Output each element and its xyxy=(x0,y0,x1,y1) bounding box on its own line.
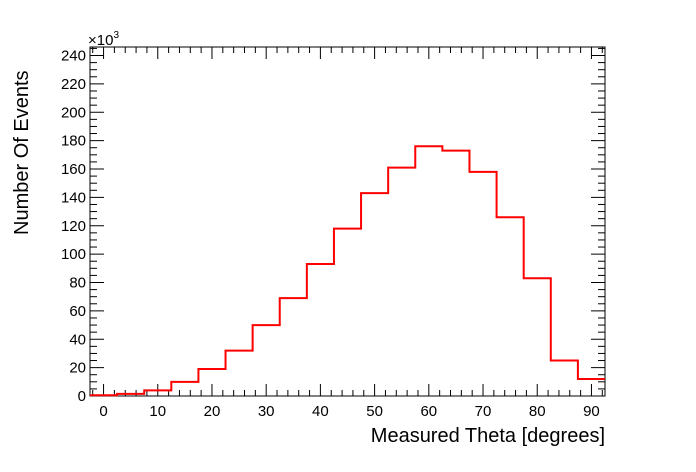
x-tick-label: 0 xyxy=(99,403,107,420)
y-tick-label: 140 xyxy=(61,189,86,206)
y-tick-label: 20 xyxy=(69,360,86,377)
y-tick-label: 240 xyxy=(61,48,86,65)
y-tick-label: 200 xyxy=(61,104,86,121)
y-tick-label: 220 xyxy=(61,76,86,93)
x-tick-labels: 0 10 20 30 40 50 60 70 80 90 xyxy=(99,403,599,420)
histogram-series-line xyxy=(90,145,605,397)
y-axis-label: Number Of Events xyxy=(11,70,33,235)
x-tick-label: 60 xyxy=(420,403,437,420)
y-tick-label: 100 xyxy=(61,246,86,263)
y-tick-label: 80 xyxy=(69,275,86,292)
y-multiplier-base: ×10 xyxy=(88,32,113,49)
y-tick-label: 180 xyxy=(61,133,86,150)
x-tick-label: 50 xyxy=(366,403,383,420)
x-tick-label: 40 xyxy=(312,403,329,420)
x-tick-label: 90 xyxy=(583,403,600,420)
axis-ticks xyxy=(90,47,605,397)
x-tick-label: 20 xyxy=(204,403,221,420)
x-axis-label: Measured Theta [degrees] xyxy=(371,425,605,447)
x-tick-label: 70 xyxy=(475,403,492,420)
y-multiplier-exponent: 3 xyxy=(113,30,119,41)
y-tick-label: 40 xyxy=(69,331,86,348)
plot-frame xyxy=(89,46,606,397)
y-tick-labels: 0 20 40 60 80 100 120 140 160 180 200 220 240 xyxy=(61,48,86,405)
x-tick-label: 80 xyxy=(529,403,546,420)
x-tick-label: 30 xyxy=(258,403,275,420)
y-tick-label: 60 xyxy=(69,303,86,320)
x-tick-label: 10 xyxy=(149,403,166,420)
y-tick-label: 120 xyxy=(61,218,86,235)
y-tick-label: 160 xyxy=(61,161,86,178)
y-multiplier-label: ×103 xyxy=(88,30,119,49)
y-tick-label: 0 xyxy=(78,388,86,405)
